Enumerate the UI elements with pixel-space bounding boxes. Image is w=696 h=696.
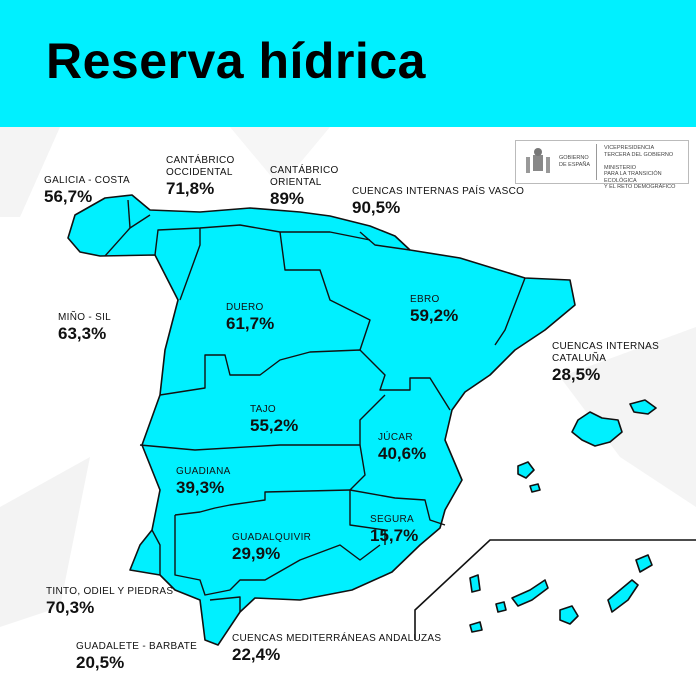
basin-label-tajo: TAJO 55,2% bbox=[250, 404, 299, 435]
lanzarote bbox=[635, 554, 653, 573]
el-hierro bbox=[469, 621, 483, 633]
basin-label-galicia-costa: GALICIA - COSTA 56,7% bbox=[44, 175, 130, 206]
basin-label-cantabrico-occidental: CANTÁBRICO OCCIDENTAL 71,8% bbox=[166, 155, 235, 198]
basin-label-mino-sil: MIÑO - SIL 63,3% bbox=[58, 312, 112, 343]
background-shapes bbox=[0, 127, 696, 627]
basin-label-jucar: JÚCAR 40,6% bbox=[378, 432, 427, 463]
basin-label-tinto-odiel-piedras: TINTO, ODIEL Y PIEDRAS 70,3% bbox=[46, 586, 174, 617]
formentera bbox=[529, 483, 541, 493]
la-gomera bbox=[495, 601, 507, 613]
government-logo: GOBIERNO DE ESPAÑA VICEPRESIDENCIA TERCERA… bbox=[515, 140, 689, 190]
basin-label-guadiana: GUADIANA 39,3% bbox=[176, 466, 231, 497]
header-banner: Reserva hídrica bbox=[0, 0, 696, 127]
basin-label-duero: DUERO 61,7% bbox=[226, 302, 275, 333]
page-title: Reserva hídrica bbox=[46, 33, 426, 89]
basin-label-guadalquivir: GUADALQUIVIR 29,9% bbox=[232, 532, 312, 563]
ibiza bbox=[517, 461, 535, 479]
basin-borders bbox=[104, 199, 526, 612]
basin-label-pais-vasco: CUENCAS INTERNAS PAÍS VASCO 90,5% bbox=[352, 186, 525, 217]
menorca bbox=[629, 399, 657, 415]
peninsula-outline bbox=[67, 194, 576, 646]
basin-label-guadalete-barbate: GUADALETE - BARBATE 20,5% bbox=[76, 641, 198, 672]
canary-inset-border bbox=[414, 539, 696, 640]
tenerife bbox=[511, 579, 549, 607]
fuerteventura bbox=[607, 579, 639, 613]
basin-label-cataluna: CUENCAS INTERNAS CATALUÑA 28,5% bbox=[552, 341, 660, 384]
mallorca bbox=[571, 411, 623, 447]
la-palma bbox=[469, 574, 481, 593]
basin-label-cantabrico-oriental: CANTÁBRICO ORIENTAL 89% bbox=[270, 165, 339, 208]
basin-label-segura: SEGURA 15,7% bbox=[370, 514, 419, 545]
coat-of-arms-icon bbox=[526, 148, 550, 173]
basin-label-ebro: EBRO 59,2% bbox=[410, 294, 459, 325]
basin-label-mediterraneas-andaluzas: CUENCAS MEDITERRÁNEAS ANDALUZAS 22,4% bbox=[232, 633, 442, 664]
gran-canaria bbox=[559, 605, 579, 625]
